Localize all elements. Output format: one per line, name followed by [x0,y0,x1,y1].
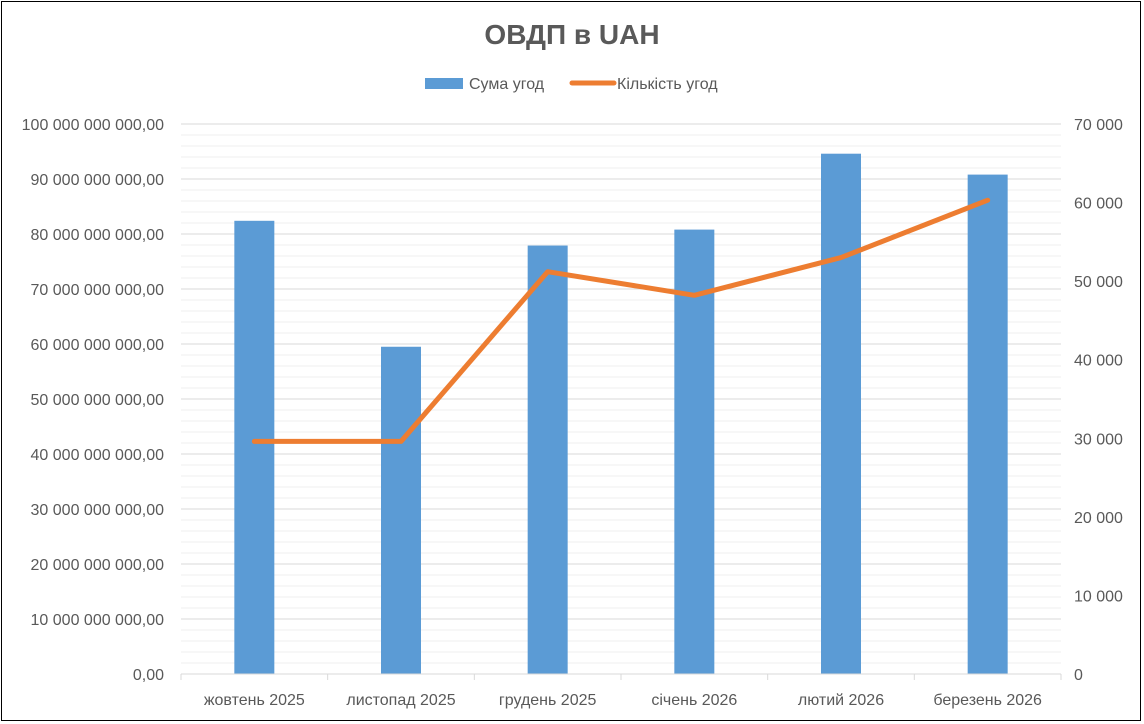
y-left-tick-label: 40 000 000 000,00 [31,447,165,464]
y-left-tick-label: 0,00 [133,667,164,684]
x-tick-label: жовтень 2025 [204,692,305,709]
y-left-tick-label: 10 000 000 000,00 [31,612,165,629]
x-tick-label: березень 2026 [933,692,1042,709]
y-left-tick-label: 50 000 000 000,00 [31,392,165,409]
y-left-tick-label: 80 000 000 000,00 [31,227,165,244]
y-right-tick-label: 40 000 [1074,353,1123,370]
bar [527,245,568,675]
y-right-tick-label: 60 000 [1074,196,1123,213]
bar [381,346,421,674]
line-series [251,197,991,444]
x-tick-label: листопад 2025 [346,692,455,709]
x-tick-label: грудень 2025 [499,692,597,709]
bar [674,229,715,674]
y-left-tick-label: 60 000 000 000,00 [31,337,165,354]
legend-label-line: Кількість угод [617,76,718,93]
gridlines [181,123,1061,675]
y-left-tick-label: 100 000 000 000,00 [22,117,164,134]
y-left-tick-label: 90 000 000 000,00 [31,172,165,189]
chart-title: ОВДП в UAH [484,19,659,50]
y-left-tick-label: 70 000 000 000,00 [31,282,165,299]
y-left-tick-label: 30 000 000 000,00 [31,502,165,519]
y-right-tick-label: 0 [1074,667,1083,684]
bar [821,153,861,674]
y-left-tick-label: 20 000 000 000,00 [31,557,165,574]
legend: Сума угод Кількість угод [425,76,718,93]
x-tick-label: січень 2026 [651,692,737,709]
y-right-tick-label: 20 000 [1074,510,1123,527]
legend-label-bar: Сума угод [469,76,545,93]
axes: 0,00 10 000 000 000,00 20 000 000 000,00 30… [22,117,1123,709]
bar [234,220,275,675]
line-path [251,197,991,444]
x-tick-label: лютий 2026 [798,692,884,709]
bar-series [234,153,1008,675]
bar [967,174,1008,674]
y-right-tick-label: 30 000 [1074,431,1123,448]
y-right-tick-label: 50 000 [1074,274,1123,291]
y-right-tick-label: 10 000 [1074,588,1123,605]
y-right-tick-label: 70 000 [1074,117,1123,134]
legend-swatch-bar [425,78,463,89]
